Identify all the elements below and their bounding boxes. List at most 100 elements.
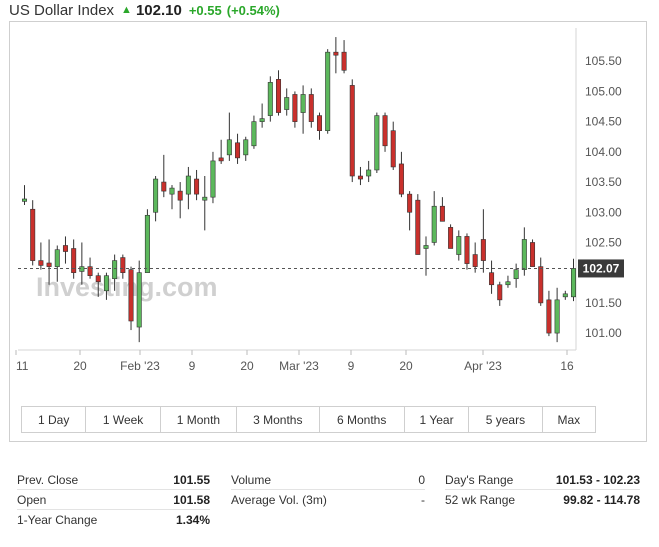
candle-down bbox=[161, 154, 167, 198]
y-tick-label: 105.50 bbox=[585, 54, 622, 68]
candle-up bbox=[456, 230, 462, 261]
stats-column-3: Day's Range 101.53 - 102.23 52 wk Range … bbox=[445, 470, 640, 510]
candle-down bbox=[71, 239, 77, 279]
candle-up bbox=[103, 272, 109, 300]
candle-up bbox=[144, 209, 150, 273]
candle-down bbox=[415, 194, 421, 255]
chart-panel: Investing.com 105.50 105.00 104.50 104.00 103… bbox=[9, 21, 647, 442]
stats-column-1: Prev. Close 101.55 Open 101.58 1-Year Ch… bbox=[17, 470, 210, 530]
range-1-day[interactable]: 1 Day bbox=[22, 407, 87, 432]
candle-down bbox=[448, 224, 454, 249]
y-tick-label: 101.50 bbox=[585, 296, 622, 310]
candle-up bbox=[251, 115, 257, 149]
candle-up bbox=[325, 49, 331, 134]
range-5-years[interactable]: 5 years bbox=[469, 407, 543, 432]
range-1-year[interactable]: 1 Year bbox=[405, 407, 470, 432]
candle-down bbox=[128, 266, 134, 331]
candle-down bbox=[177, 182, 183, 219]
x-tick-label: Mar '23 bbox=[279, 359, 319, 373]
x-tick-label: 20 bbox=[240, 359, 254, 373]
candle-down bbox=[30, 200, 36, 266]
candle-up bbox=[202, 176, 208, 231]
candle-down bbox=[333, 37, 339, 74]
x-tick-label: 16 bbox=[560, 359, 574, 373]
candle-down bbox=[38, 242, 44, 270]
candle-up bbox=[136, 260, 142, 343]
candle-down bbox=[276, 70, 282, 116]
x-tick-label: 9 bbox=[348, 359, 355, 373]
candle-down bbox=[235, 133, 241, 164]
y-tick-label: 104.50 bbox=[585, 115, 622, 129]
candle-down bbox=[480, 209, 486, 273]
range-max[interactable]: Max bbox=[557, 412, 581, 427]
candle-down bbox=[538, 257, 544, 306]
candle-up bbox=[423, 236, 429, 276]
candle-down bbox=[530, 239, 536, 267]
candle-up bbox=[284, 88, 290, 116]
stat-average-volume: Average Vol. (3m) - bbox=[231, 493, 425, 507]
range-selector: 1 Day 1 Week 1 Month 3 Months 6 Months 1… bbox=[21, 406, 596, 433]
candle-down bbox=[439, 197, 445, 222]
stat-52wk-range: 52 wk Range 99.82 - 114.78 bbox=[445, 493, 640, 507]
candle-up bbox=[54, 245, 60, 282]
candle-up bbox=[366, 160, 372, 183]
candle-down bbox=[464, 233, 470, 270]
candle-up bbox=[570, 258, 576, 302]
y-tick-label: 103.50 bbox=[585, 175, 622, 189]
range-6-months[interactable]: 6 Months bbox=[320, 407, 405, 432]
candle-down bbox=[292, 91, 298, 128]
stats-column-2: Volume 0 Average Vol. (3m) - bbox=[231, 470, 425, 510]
candle-down bbox=[546, 290, 552, 337]
quote-header: US Dollar Index ▲ 102.10 +0.55 (+0.54%) bbox=[9, 0, 280, 20]
up-arrow-icon: ▲ bbox=[121, 4, 132, 16]
candle-down bbox=[398, 151, 404, 198]
x-tick-label: 9 bbox=[189, 359, 196, 373]
range-3-months[interactable]: 3 Months bbox=[237, 407, 320, 432]
candle-up bbox=[226, 112, 232, 161]
candle-up bbox=[554, 287, 560, 343]
current-price-tag bbox=[578, 259, 624, 278]
candle-up bbox=[513, 263, 519, 288]
candle-down bbox=[390, 121, 396, 170]
candle-up bbox=[22, 185, 28, 206]
candle-down bbox=[349, 79, 355, 183]
candle-down bbox=[489, 260, 495, 294]
current-price-label: 102.07 bbox=[583, 261, 620, 275]
candle-up bbox=[153, 176, 159, 222]
candle-down bbox=[218, 139, 224, 164]
candle-up bbox=[243, 136, 249, 161]
instrument-title: US Dollar Index bbox=[9, 1, 115, 19]
price-change-percent: (+0.54%) bbox=[226, 2, 280, 18]
range-1-week[interactable]: 1 Week bbox=[86, 407, 161, 432]
candle-down bbox=[194, 169, 200, 201]
x-tick-label: Apr '23 bbox=[464, 359, 502, 373]
candle-down bbox=[472, 242, 478, 273]
candle-up bbox=[112, 254, 118, 291]
x-tick-label: 20 bbox=[73, 359, 87, 373]
candle-down bbox=[120, 254, 126, 279]
candlestick-chart[interactable]: Investing.com 105.50 105.00 104.50 104.00 103… bbox=[10, 22, 646, 441]
candle-up bbox=[267, 76, 273, 122]
candle-up bbox=[169, 185, 175, 210]
candle-down bbox=[407, 191, 413, 231]
candle-up bbox=[431, 191, 437, 246]
stat-open: Open 101.58 bbox=[17, 490, 210, 510]
candle-down bbox=[62, 236, 68, 264]
y-tick-label: 102.50 bbox=[585, 235, 622, 249]
x-tick-label: Feb '23 bbox=[120, 359, 160, 373]
candle-up bbox=[521, 227, 527, 276]
candle-down bbox=[382, 112, 388, 152]
range-1-month[interactable]: 1 Month bbox=[161, 407, 238, 432]
y-tick-label: 105.00 bbox=[585, 84, 622, 98]
candle-up bbox=[505, 275, 511, 288]
candle-down bbox=[95, 272, 101, 297]
price-change: +0.55 bbox=[188, 2, 222, 18]
stat-days-range: Day's Range 101.53 - 102.23 bbox=[445, 470, 640, 490]
candle-down bbox=[341, 40, 347, 74]
stat-prev-close: Prev. Close 101.55 bbox=[17, 470, 210, 490]
y-tick-label: 104.00 bbox=[585, 145, 622, 159]
candle-down bbox=[46, 239, 52, 285]
candle-up bbox=[210, 151, 216, 204]
stat-volume: Volume 0 bbox=[231, 470, 425, 490]
candle-up bbox=[79, 242, 85, 285]
